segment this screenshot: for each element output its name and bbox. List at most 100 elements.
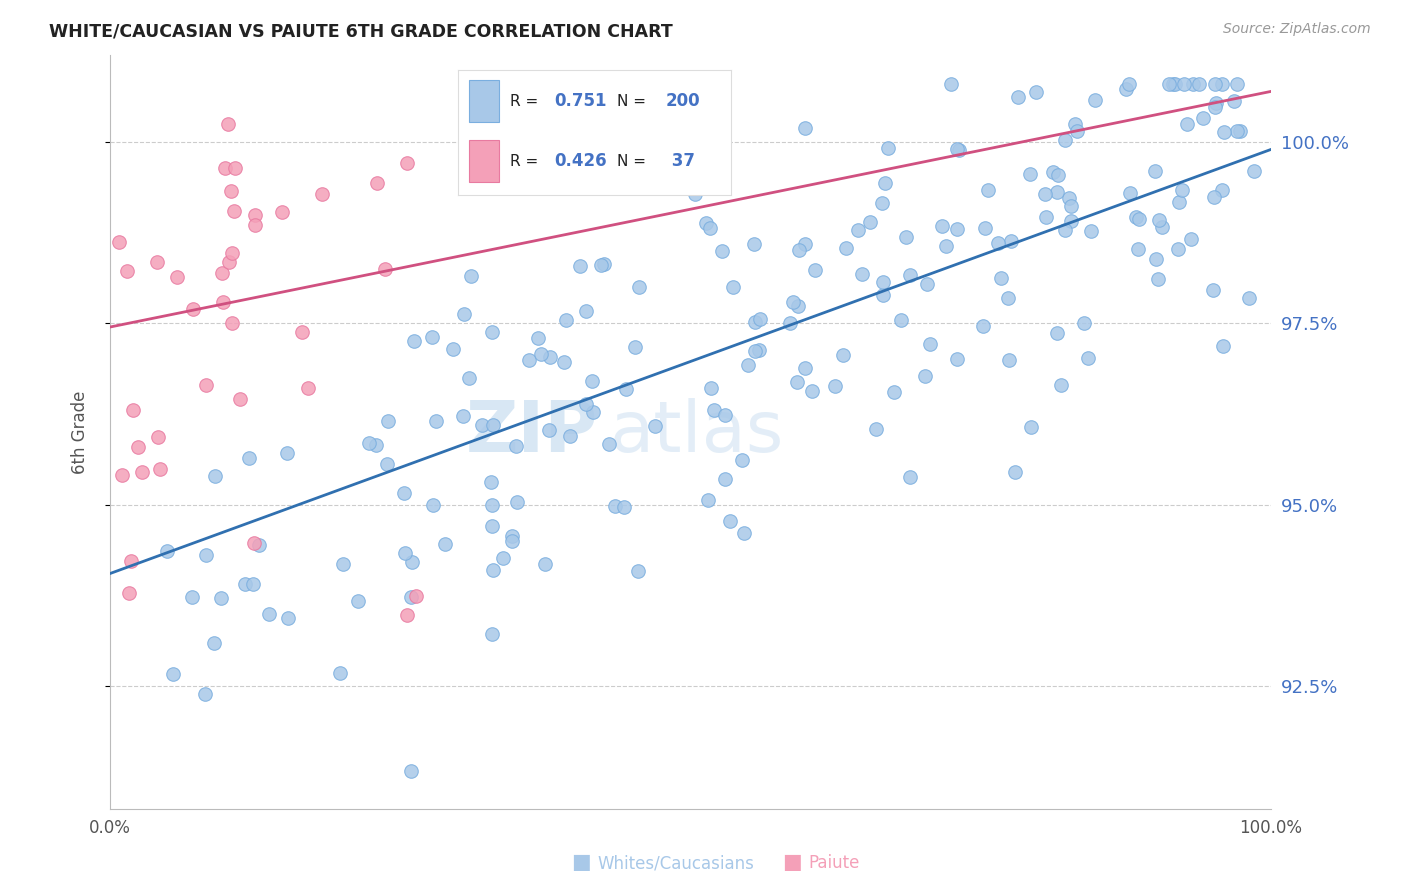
Point bbox=[872, 287, 894, 301]
Point bbox=[460, 268, 482, 283]
Point bbox=[1187, 77, 1209, 91]
Point bbox=[1202, 283, 1225, 297]
Point bbox=[873, 176, 896, 190]
Point bbox=[458, 371, 481, 385]
Point bbox=[718, 514, 741, 528]
Point bbox=[714, 408, 737, 422]
Point bbox=[219, 184, 242, 198]
Point bbox=[846, 223, 869, 237]
Point bbox=[377, 414, 399, 428]
Point bbox=[245, 209, 267, 223]
Point bbox=[527, 331, 550, 345]
Point bbox=[214, 161, 236, 175]
Point bbox=[935, 239, 957, 253]
Point bbox=[233, 576, 256, 591]
Point bbox=[786, 375, 808, 389]
Point bbox=[1084, 93, 1107, 107]
Point bbox=[699, 382, 721, 396]
Point bbox=[972, 318, 994, 333]
Point bbox=[146, 254, 169, 268]
Point bbox=[1000, 234, 1022, 248]
Point bbox=[1046, 185, 1069, 199]
Point bbox=[229, 392, 252, 406]
Point bbox=[501, 529, 523, 543]
Point bbox=[1077, 351, 1099, 366]
Point bbox=[997, 291, 1019, 305]
Point bbox=[401, 555, 423, 569]
Point bbox=[221, 246, 243, 260]
Point bbox=[697, 493, 720, 508]
Point bbox=[1019, 420, 1042, 434]
Point bbox=[737, 358, 759, 372]
Point bbox=[1025, 85, 1047, 99]
Point bbox=[748, 343, 770, 357]
Point bbox=[1128, 242, 1150, 256]
Point bbox=[533, 557, 555, 571]
Point bbox=[710, 244, 733, 258]
Point bbox=[395, 156, 418, 170]
Point bbox=[1119, 186, 1142, 201]
Point bbox=[211, 266, 233, 280]
Point bbox=[422, 498, 444, 512]
Point bbox=[851, 267, 873, 281]
Point bbox=[517, 352, 540, 367]
Point bbox=[148, 429, 170, 443]
Point bbox=[1163, 77, 1185, 91]
Point bbox=[787, 243, 810, 257]
Point bbox=[1213, 125, 1236, 139]
Point bbox=[945, 142, 967, 156]
Point bbox=[1046, 168, 1069, 182]
Point bbox=[271, 205, 294, 219]
Point bbox=[1060, 199, 1083, 213]
Point bbox=[111, 467, 134, 482]
Point bbox=[202, 636, 225, 650]
Point bbox=[291, 325, 314, 339]
Point bbox=[118, 585, 141, 599]
Y-axis label: 6th Grade: 6th Grade bbox=[72, 391, 89, 474]
Point bbox=[987, 236, 1010, 251]
Point bbox=[990, 270, 1012, 285]
Point bbox=[481, 626, 503, 640]
Point bbox=[1180, 232, 1202, 246]
Text: Paiute: Paiute bbox=[808, 855, 860, 872]
Text: atlas: atlas bbox=[609, 398, 783, 467]
Point bbox=[1226, 124, 1249, 138]
Point bbox=[1059, 214, 1081, 228]
Point bbox=[894, 229, 917, 244]
Text: Whites/Caucasians: Whites/Caucasians bbox=[598, 855, 755, 872]
Point bbox=[366, 438, 388, 452]
Point bbox=[217, 117, 239, 131]
Point bbox=[832, 348, 855, 362]
Point bbox=[441, 342, 464, 356]
Point bbox=[686, 155, 709, 169]
Point bbox=[945, 352, 967, 367]
Point bbox=[835, 241, 858, 255]
Point bbox=[1149, 213, 1171, 227]
Point bbox=[898, 268, 921, 282]
Point bbox=[396, 607, 419, 622]
Point bbox=[405, 589, 427, 603]
Point bbox=[779, 316, 801, 330]
Point bbox=[359, 435, 381, 450]
Point bbox=[1115, 82, 1137, 96]
Point bbox=[394, 546, 416, 560]
Point bbox=[1222, 95, 1244, 109]
Point bbox=[749, 311, 772, 326]
Point bbox=[399, 590, 422, 604]
Point bbox=[782, 295, 804, 310]
Point bbox=[347, 594, 370, 608]
Point bbox=[973, 220, 995, 235]
Point bbox=[592, 257, 614, 271]
Point bbox=[1192, 111, 1215, 125]
Point bbox=[481, 475, 503, 489]
Point bbox=[614, 382, 637, 396]
Text: ■: ■ bbox=[571, 853, 591, 872]
Point bbox=[870, 196, 893, 211]
Point bbox=[1033, 187, 1056, 202]
Point bbox=[1059, 191, 1081, 205]
Point bbox=[553, 354, 575, 368]
Point bbox=[399, 764, 422, 778]
Point bbox=[915, 277, 938, 291]
Point bbox=[1211, 183, 1233, 197]
Point bbox=[946, 222, 969, 236]
